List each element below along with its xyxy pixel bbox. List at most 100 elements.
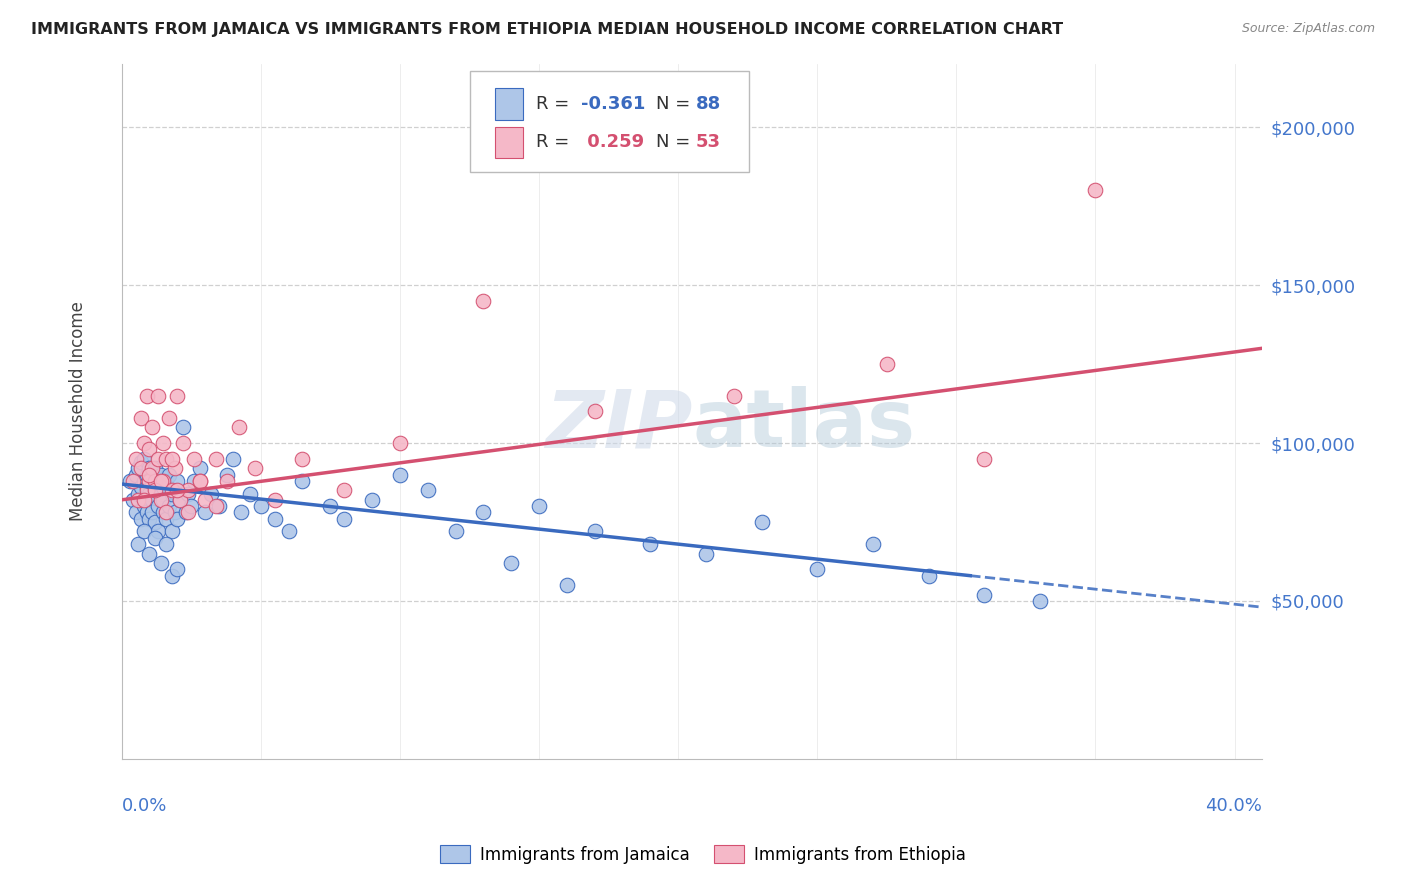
Point xyxy=(160,486,183,500)
Point xyxy=(124,506,146,520)
Point xyxy=(263,492,285,507)
Point xyxy=(695,547,717,561)
Point xyxy=(472,506,495,520)
Text: IMMIGRANTS FROM JAMAICA VS IMMIGRANTS FROM ETHIOPIA MEDIAN HOUSEHOLD INCOME CORR: IMMIGRANTS FROM JAMAICA VS IMMIGRANTS FR… xyxy=(31,22,1063,37)
Point xyxy=(166,562,188,576)
Point xyxy=(129,455,152,469)
Point xyxy=(291,474,314,488)
Point xyxy=(263,512,285,526)
Text: ZIP: ZIP xyxy=(544,386,692,465)
Text: R =: R = xyxy=(536,95,575,112)
Point xyxy=(143,483,166,498)
Point xyxy=(245,461,267,475)
Point xyxy=(127,537,149,551)
Point xyxy=(640,537,662,551)
Point xyxy=(143,474,166,488)
Point xyxy=(723,389,745,403)
Point xyxy=(146,474,169,488)
Point xyxy=(333,512,356,526)
Point xyxy=(188,474,211,488)
Point xyxy=(138,467,160,482)
Point xyxy=(155,537,177,551)
Point xyxy=(166,389,188,403)
Point xyxy=(152,506,174,520)
Point xyxy=(143,531,166,545)
Point xyxy=(132,499,155,513)
Point xyxy=(806,562,828,576)
Point xyxy=(138,474,160,488)
Point xyxy=(333,483,356,498)
Point xyxy=(155,451,177,466)
Point xyxy=(188,474,211,488)
Point xyxy=(141,420,163,434)
Point xyxy=(135,492,157,507)
Point xyxy=(129,512,152,526)
Point xyxy=(169,492,191,507)
Text: 88: 88 xyxy=(696,95,721,112)
Point xyxy=(129,461,152,475)
Text: 40.0%: 40.0% xyxy=(1205,797,1263,815)
Point xyxy=(124,467,146,482)
Point xyxy=(163,506,186,520)
Point xyxy=(583,404,606,418)
Point xyxy=(160,568,183,582)
Point xyxy=(152,492,174,507)
Point xyxy=(135,389,157,403)
Point xyxy=(124,451,146,466)
Point xyxy=(217,467,239,482)
Text: -0.361: -0.361 xyxy=(581,95,645,112)
Point xyxy=(166,512,188,526)
Point xyxy=(751,515,773,529)
Point xyxy=(416,483,439,498)
Point xyxy=(231,506,253,520)
Point xyxy=(132,524,155,539)
Point xyxy=(132,451,155,466)
Point xyxy=(127,492,149,507)
Point xyxy=(166,474,188,488)
Point xyxy=(183,451,205,466)
Point xyxy=(200,486,222,500)
Point xyxy=(138,474,160,488)
Point xyxy=(172,420,194,434)
Point xyxy=(141,506,163,520)
Point xyxy=(172,436,194,450)
Text: 0.259: 0.259 xyxy=(581,133,644,151)
Point xyxy=(146,499,169,513)
Text: R =: R = xyxy=(536,133,575,151)
Point xyxy=(129,480,152,494)
Point xyxy=(157,499,180,513)
Point xyxy=(135,467,157,482)
Point xyxy=(174,506,197,520)
Point xyxy=(555,578,578,592)
Point xyxy=(177,486,200,500)
Point xyxy=(1029,594,1052,608)
Point xyxy=(472,293,495,308)
Point xyxy=(149,467,172,482)
Text: N =: N = xyxy=(655,133,696,151)
Point xyxy=(127,486,149,500)
Point xyxy=(149,556,172,570)
Point xyxy=(127,461,149,475)
Point xyxy=(135,506,157,520)
Point xyxy=(138,547,160,561)
Point xyxy=(205,499,228,513)
Point xyxy=(132,474,155,488)
Text: 53: 53 xyxy=(696,133,720,151)
Point xyxy=(146,451,169,466)
Point xyxy=(143,461,166,475)
Point xyxy=(222,451,245,466)
Point xyxy=(155,512,177,526)
Point xyxy=(157,410,180,425)
Text: atlas: atlas xyxy=(692,386,915,465)
Point xyxy=(132,436,155,450)
Point xyxy=(152,474,174,488)
Point xyxy=(291,451,314,466)
Text: Source: ZipAtlas.com: Source: ZipAtlas.com xyxy=(1241,22,1375,36)
Point xyxy=(183,474,205,488)
Point xyxy=(862,537,884,551)
Point xyxy=(146,524,169,539)
FancyBboxPatch shape xyxy=(495,88,523,120)
Point xyxy=(208,499,231,513)
Point xyxy=(444,524,467,539)
Text: N =: N = xyxy=(655,95,696,112)
